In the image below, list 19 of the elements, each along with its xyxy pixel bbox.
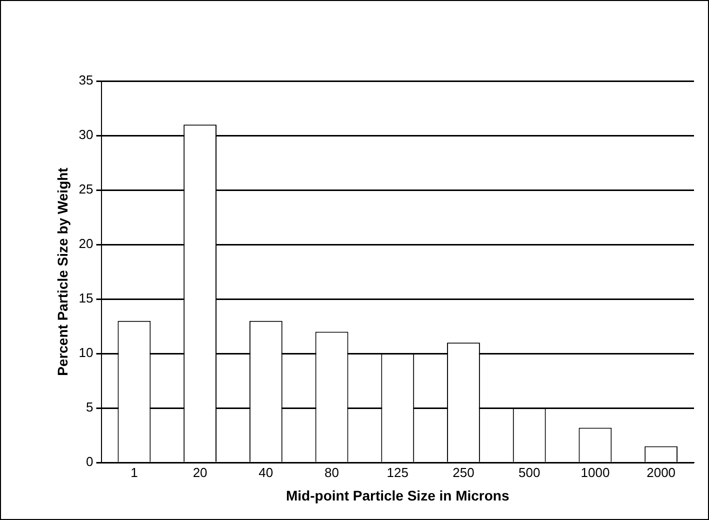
x-tick-label: 20 (192, 464, 208, 480)
x-tick-label: 250 (452, 464, 474, 480)
x-tick-label: 500 (518, 464, 540, 480)
y-tick-label: 30 (78, 127, 94, 142)
x-tick-label: 1000 (580, 464, 610, 480)
y-tick-label: 10 (78, 345, 94, 360)
x-axis-title: Mid-point Particle Size in Microns (286, 487, 510, 504)
y-tick-label: 35 (78, 72, 94, 88)
x-tick-label: 1 (130, 464, 138, 480)
y-axis-title: Percent Particle Size by Weight (54, 167, 70, 376)
x-tick-label: 40 (258, 464, 274, 480)
y-tick-label: 25 (78, 182, 94, 197)
x-tick-label: 80 (324, 464, 340, 480)
y-tick-label: 20 (78, 236, 94, 252)
y-tick-label: 0 (86, 454, 94, 470)
x-tick-label: 125 (386, 464, 408, 480)
y-tick-label: 15 (78, 290, 94, 306)
x-tick-label: 2000 (646, 464, 676, 480)
y-tick-label: 5 (86, 400, 94, 415)
